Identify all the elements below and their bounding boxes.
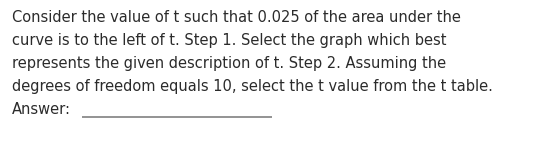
Text: degrees of freedom equals 10, select the t value from the t table.: degrees of freedom equals 10, select the…: [12, 79, 493, 94]
Text: Answer:: Answer:: [12, 102, 71, 117]
Text: curve is to the left of t. Step 1. Select the graph which best: curve is to the left of t. Step 1. Selec…: [12, 33, 446, 48]
Text: Consider the value of t such that 0.025 of the area under the: Consider the value of t such that 0.025 …: [12, 10, 461, 25]
Text: represents the given description of t. Step 2. Assuming the: represents the given description of t. S…: [12, 56, 446, 71]
